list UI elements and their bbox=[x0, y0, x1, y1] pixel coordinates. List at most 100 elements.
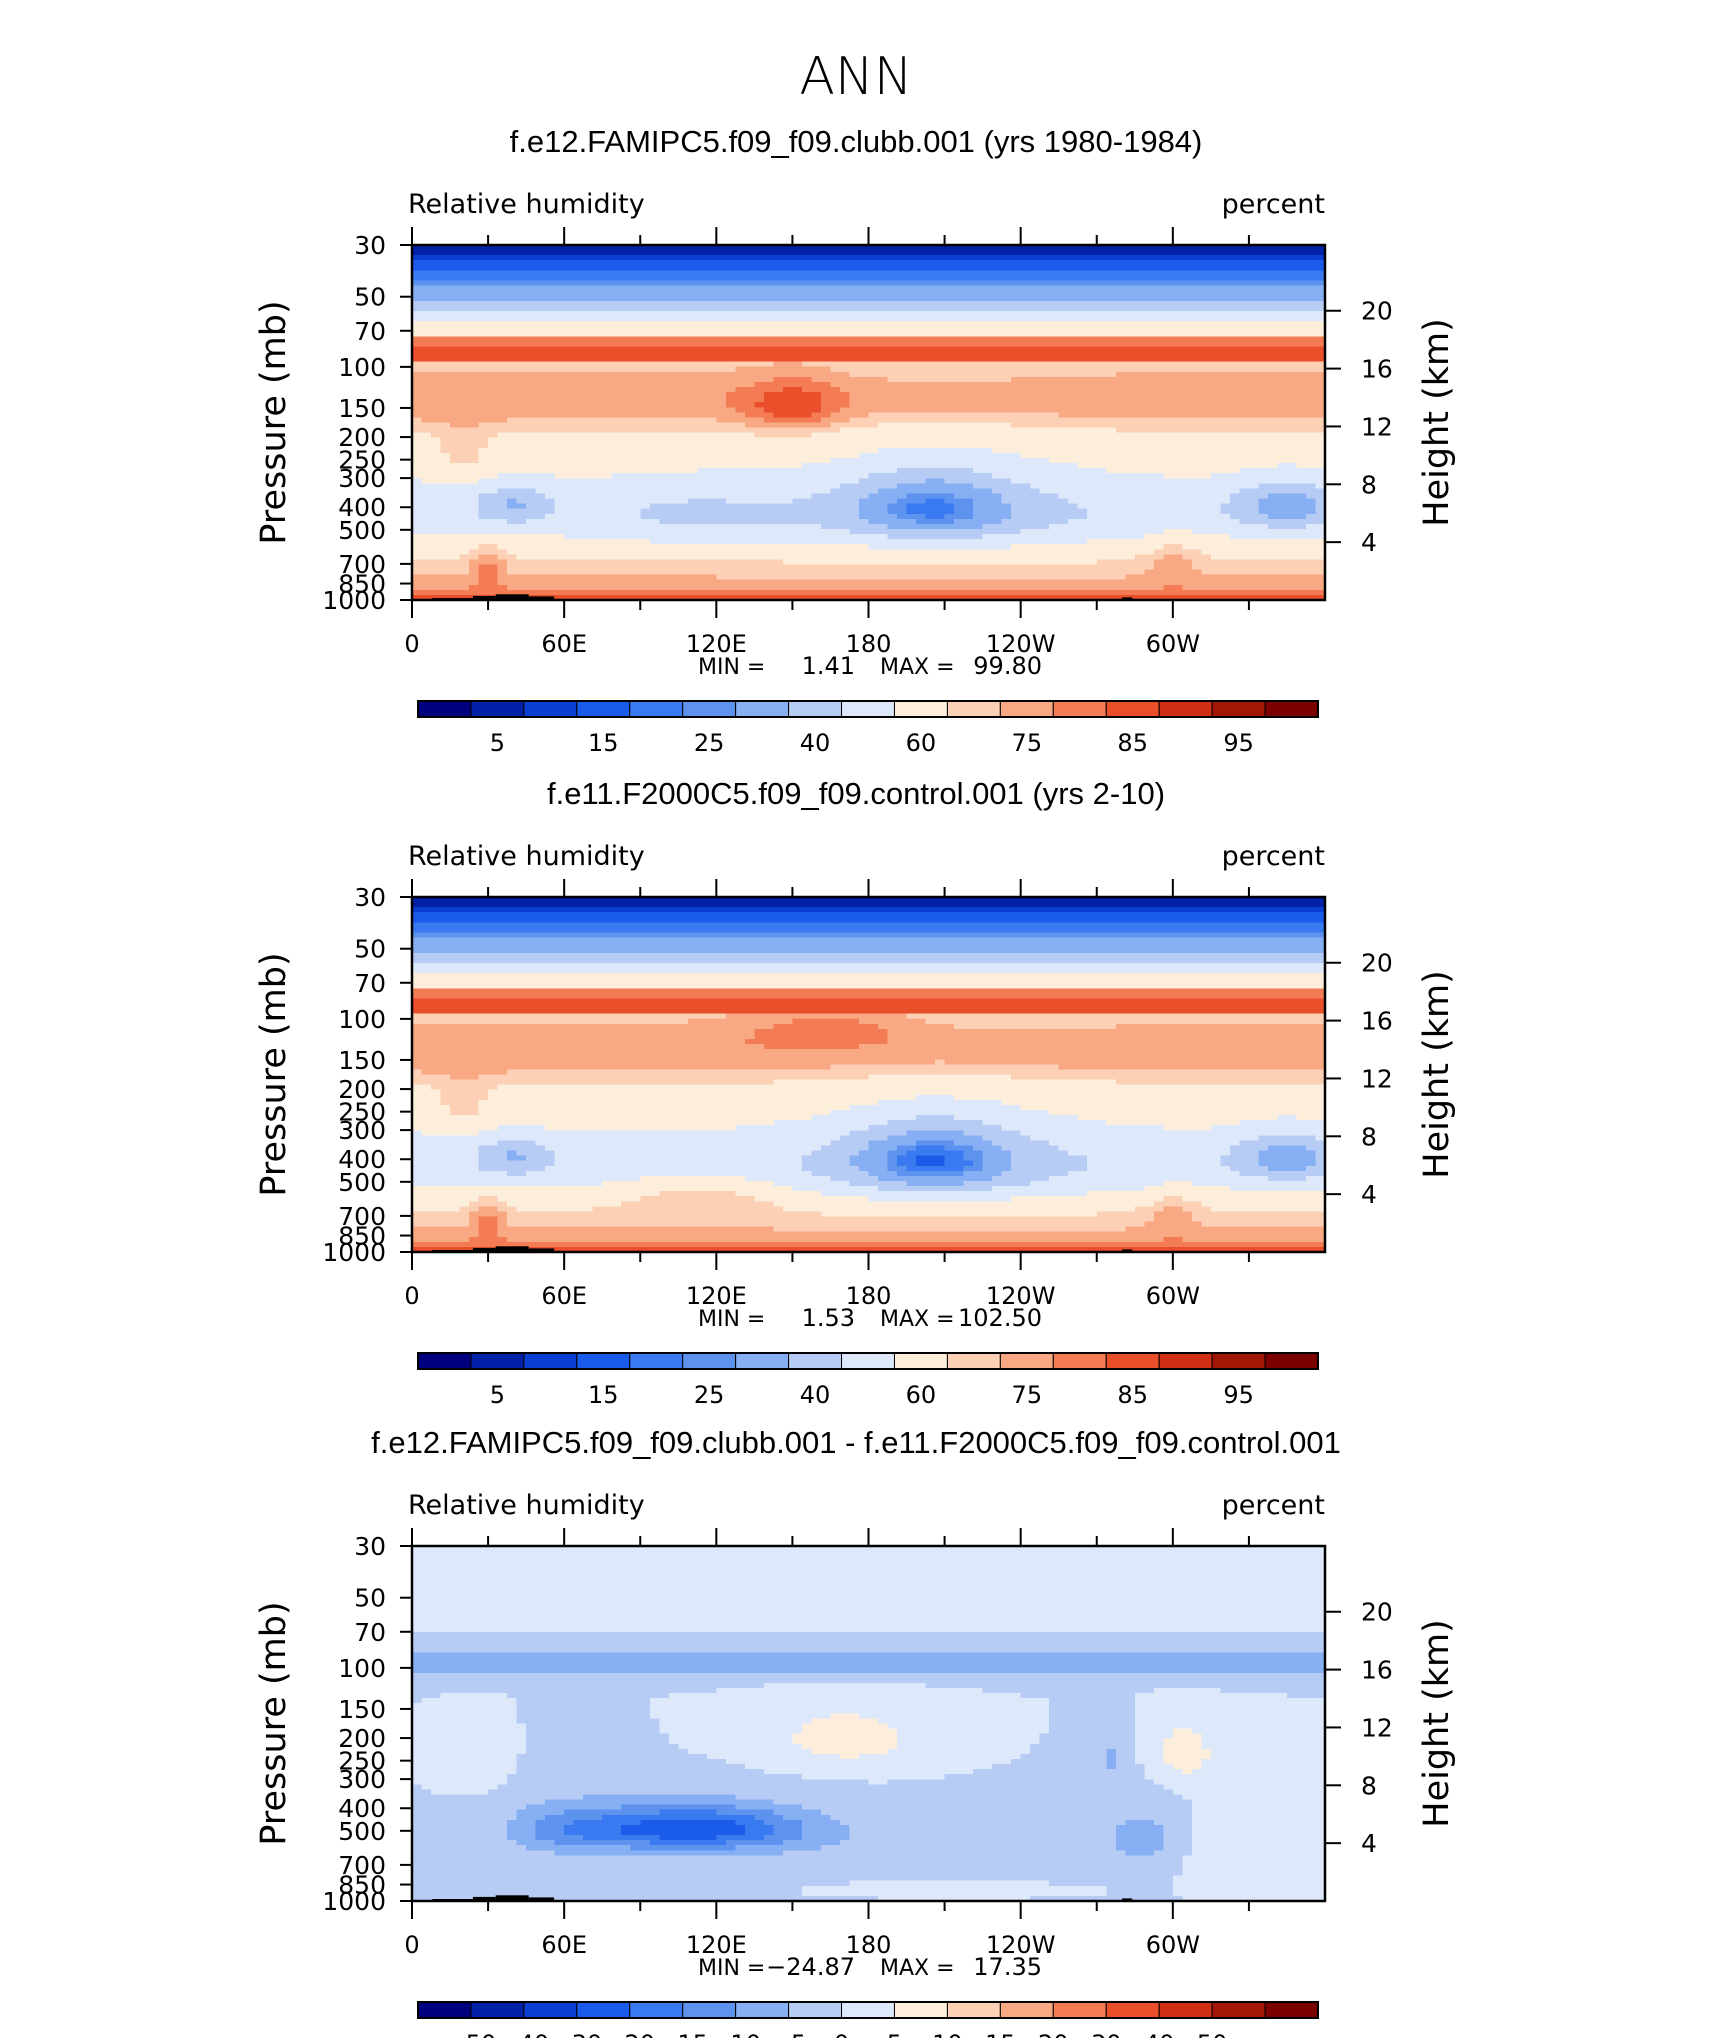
contour-cell bbox=[1144, 376, 1155, 383]
contour-cell bbox=[412, 361, 423, 368]
contour-cell bbox=[1106, 260, 1117, 266]
contour-cell bbox=[516, 351, 527, 358]
contour-cell bbox=[706, 447, 717, 454]
contour-cell bbox=[916, 488, 927, 495]
contour-cell bbox=[916, 300, 927, 307]
contour-cell bbox=[744, 305, 755, 312]
contour-cell bbox=[1096, 250, 1107, 256]
contour-cell bbox=[801, 245, 813, 251]
contour-cell bbox=[1277, 310, 1288, 317]
contour-cell bbox=[954, 341, 965, 348]
contour-cell bbox=[1134, 310, 1145, 317]
contour-cell bbox=[640, 285, 651, 292]
contour-cell bbox=[706, 392, 717, 398]
contour-cell bbox=[706, 432, 717, 439]
contour-cell bbox=[1011, 310, 1022, 317]
contour-cell bbox=[725, 397, 736, 403]
contour-cell bbox=[1248, 437, 1260, 444]
contour-cell bbox=[735, 366, 746, 373]
contour-cell bbox=[554, 366, 565, 373]
contour-cell bbox=[820, 483, 832, 490]
contour-cell bbox=[440, 381, 451, 388]
contour-cell bbox=[792, 432, 803, 439]
contour-cell bbox=[1163, 488, 1174, 495]
contour-cell bbox=[725, 305, 736, 312]
contour-cell bbox=[668, 321, 679, 327]
contour-cell bbox=[868, 458, 879, 464]
contour-cell bbox=[878, 387, 889, 393]
contour-cell bbox=[897, 427, 908, 434]
contour-cell bbox=[782, 275, 794, 282]
contour-cell bbox=[1286, 316, 1298, 322]
contour-cell bbox=[1239, 295, 1250, 302]
contour-cell bbox=[935, 341, 946, 348]
contour-cell bbox=[973, 295, 984, 302]
contour-cell bbox=[564, 305, 575, 312]
contour-cell bbox=[878, 285, 889, 292]
contour-cell bbox=[706, 473, 717, 479]
contour-cell bbox=[659, 402, 670, 408]
contour-cell bbox=[973, 270, 984, 277]
contour-cell bbox=[697, 407, 708, 413]
contour-cell bbox=[830, 376, 841, 383]
contour-cell bbox=[431, 427, 442, 434]
contour-cell bbox=[1286, 366, 1298, 373]
contour-cell bbox=[744, 280, 755, 287]
contour-cell bbox=[744, 361, 755, 368]
contour-cell bbox=[1030, 437, 1041, 444]
contour-cell bbox=[478, 442, 489, 449]
contour-cell bbox=[1258, 356, 1269, 363]
contour-cell bbox=[878, 255, 889, 261]
contour-cell bbox=[1077, 356, 1088, 363]
contour-cell bbox=[1030, 371, 1041, 378]
contour-cell bbox=[478, 503, 489, 510]
contour-cell bbox=[1210, 468, 1221, 474]
contour-cell bbox=[602, 326, 613, 332]
contour-cell bbox=[450, 468, 461, 474]
contour-cell bbox=[1172, 280, 1183, 287]
contour-cell bbox=[497, 255, 508, 261]
contour-cell bbox=[507, 488, 518, 495]
contour-cell bbox=[1163, 447, 1174, 454]
contour-cell bbox=[1106, 285, 1117, 292]
contour-cell bbox=[1172, 412, 1183, 419]
contour-cell bbox=[1096, 478, 1107, 484]
contour-cell bbox=[725, 473, 736, 479]
contour-cell bbox=[820, 285, 832, 292]
contour-cell bbox=[839, 452, 851, 459]
contour-cell bbox=[678, 351, 689, 358]
contour-cell bbox=[592, 356, 603, 363]
contour-cell bbox=[1267, 336, 1279, 342]
contour-cell bbox=[820, 381, 832, 388]
contour-cell bbox=[944, 245, 955, 251]
contour-cell bbox=[754, 275, 765, 282]
contour-cell bbox=[573, 295, 584, 302]
contour-cell bbox=[849, 432, 860, 439]
contour-cell bbox=[611, 295, 622, 302]
contour-cell bbox=[412, 366, 423, 373]
contour-cell bbox=[1077, 498, 1088, 505]
contour-cell bbox=[801, 280, 813, 287]
contour-cell bbox=[887, 488, 898, 495]
contour-cell bbox=[1020, 452, 1031, 459]
contour-cell bbox=[497, 437, 508, 444]
contour-cell bbox=[611, 346, 622, 353]
contour-cell bbox=[602, 473, 613, 479]
contour-cell bbox=[1068, 387, 1079, 393]
contour-cell bbox=[782, 473, 794, 479]
contour-cell bbox=[554, 351, 565, 358]
contour-cell bbox=[773, 331, 784, 337]
contour-cell bbox=[992, 483, 1003, 490]
contour-cell bbox=[1258, 376, 1269, 383]
contour-cell bbox=[858, 326, 870, 332]
contour-cell bbox=[992, 452, 1003, 459]
contour-cell bbox=[697, 442, 708, 449]
contour-cell bbox=[954, 310, 965, 317]
contour-cell bbox=[554, 473, 565, 479]
contour-cell bbox=[659, 290, 670, 297]
contour-cell bbox=[573, 498, 584, 505]
contour-cell bbox=[1296, 417, 1307, 424]
contour-cell bbox=[1077, 392, 1088, 398]
contour-cell bbox=[573, 331, 584, 337]
